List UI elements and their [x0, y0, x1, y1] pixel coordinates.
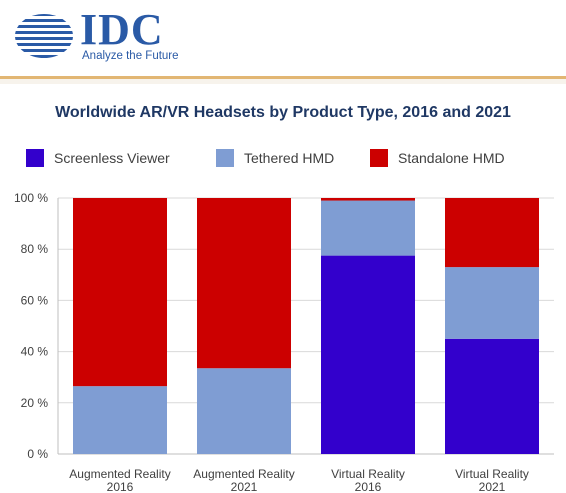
bar-segment: [73, 198, 167, 387]
y-tick-label: 20 %: [21, 396, 49, 410]
legend-swatch-tethered-hmd: [216, 149, 234, 167]
legend-swatch-standalone-hmd: [370, 149, 388, 167]
bar-segment: [321, 200, 415, 256]
legend-label-tethered-hmd: Tethered HMD: [244, 150, 335, 166]
globe-icon: [15, 14, 73, 58]
bar-segment: [197, 198, 291, 369]
y-tick-label: 40 %: [21, 345, 49, 359]
x-tick-label: 2016: [355, 480, 382, 493]
bar-segment: [321, 198, 415, 201]
legend-label-standalone-hmd: Standalone HMD: [398, 150, 505, 166]
legend-item-tethered-hmd: Tethered HMD: [216, 146, 334, 170]
y-tick-label: 60 %: [21, 293, 49, 307]
chart-legend: Screenless Viewer Tethered HMD Standalon…: [0, 146, 566, 170]
bar-segment: [445, 338, 539, 454]
x-tick-label: 2021: [231, 480, 258, 493]
header-divider: [0, 76, 566, 79]
x-tick-label: Virtual Reality: [455, 467, 529, 481]
header-divider-shadow: [0, 79, 566, 84]
bar-segment: [445, 267, 539, 339]
x-tick-label: Virtual Reality: [331, 467, 405, 481]
legend-swatch-screenless-viewer: [26, 149, 44, 167]
stacked-bar-chart: 0 % 20 % 40 % 60 % 80 % 100 % Augmented Realit…: [14, 191, 554, 493]
legend-item-screenless-viewer: Screenless Viewer: [26, 146, 170, 170]
bar-segment: [445, 198, 539, 268]
x-tick-label: Augmented Reality: [193, 467, 294, 481]
logo-text: IDC: [80, 5, 164, 54]
logo-tagline: Analyze the Future: [82, 50, 179, 62]
bar-segment: [321, 255, 415, 454]
x-tick-label: 2016: [107, 480, 134, 493]
y-tick-label: 0 %: [27, 447, 48, 461]
y-tick-label: 100 %: [14, 191, 48, 205]
header: IDC Analyze the Future: [0, 0, 566, 78]
bar-segment: [197, 368, 291, 454]
bar-segment: [73, 386, 167, 454]
legend-item-standalone-hmd: Standalone HMD: [370, 146, 505, 170]
chart-title: Worldwide AR/VR Headsets by Product Type…: [55, 104, 511, 121]
x-tick-label: Augmented Reality: [69, 467, 170, 481]
idc-logo: IDC Analyze the Future: [14, 6, 184, 66]
legend-label-screenless-viewer: Screenless Viewer: [54, 150, 170, 166]
y-tick-label: 80 %: [21, 242, 49, 256]
x-tick-label: 2021: [479, 480, 506, 493]
